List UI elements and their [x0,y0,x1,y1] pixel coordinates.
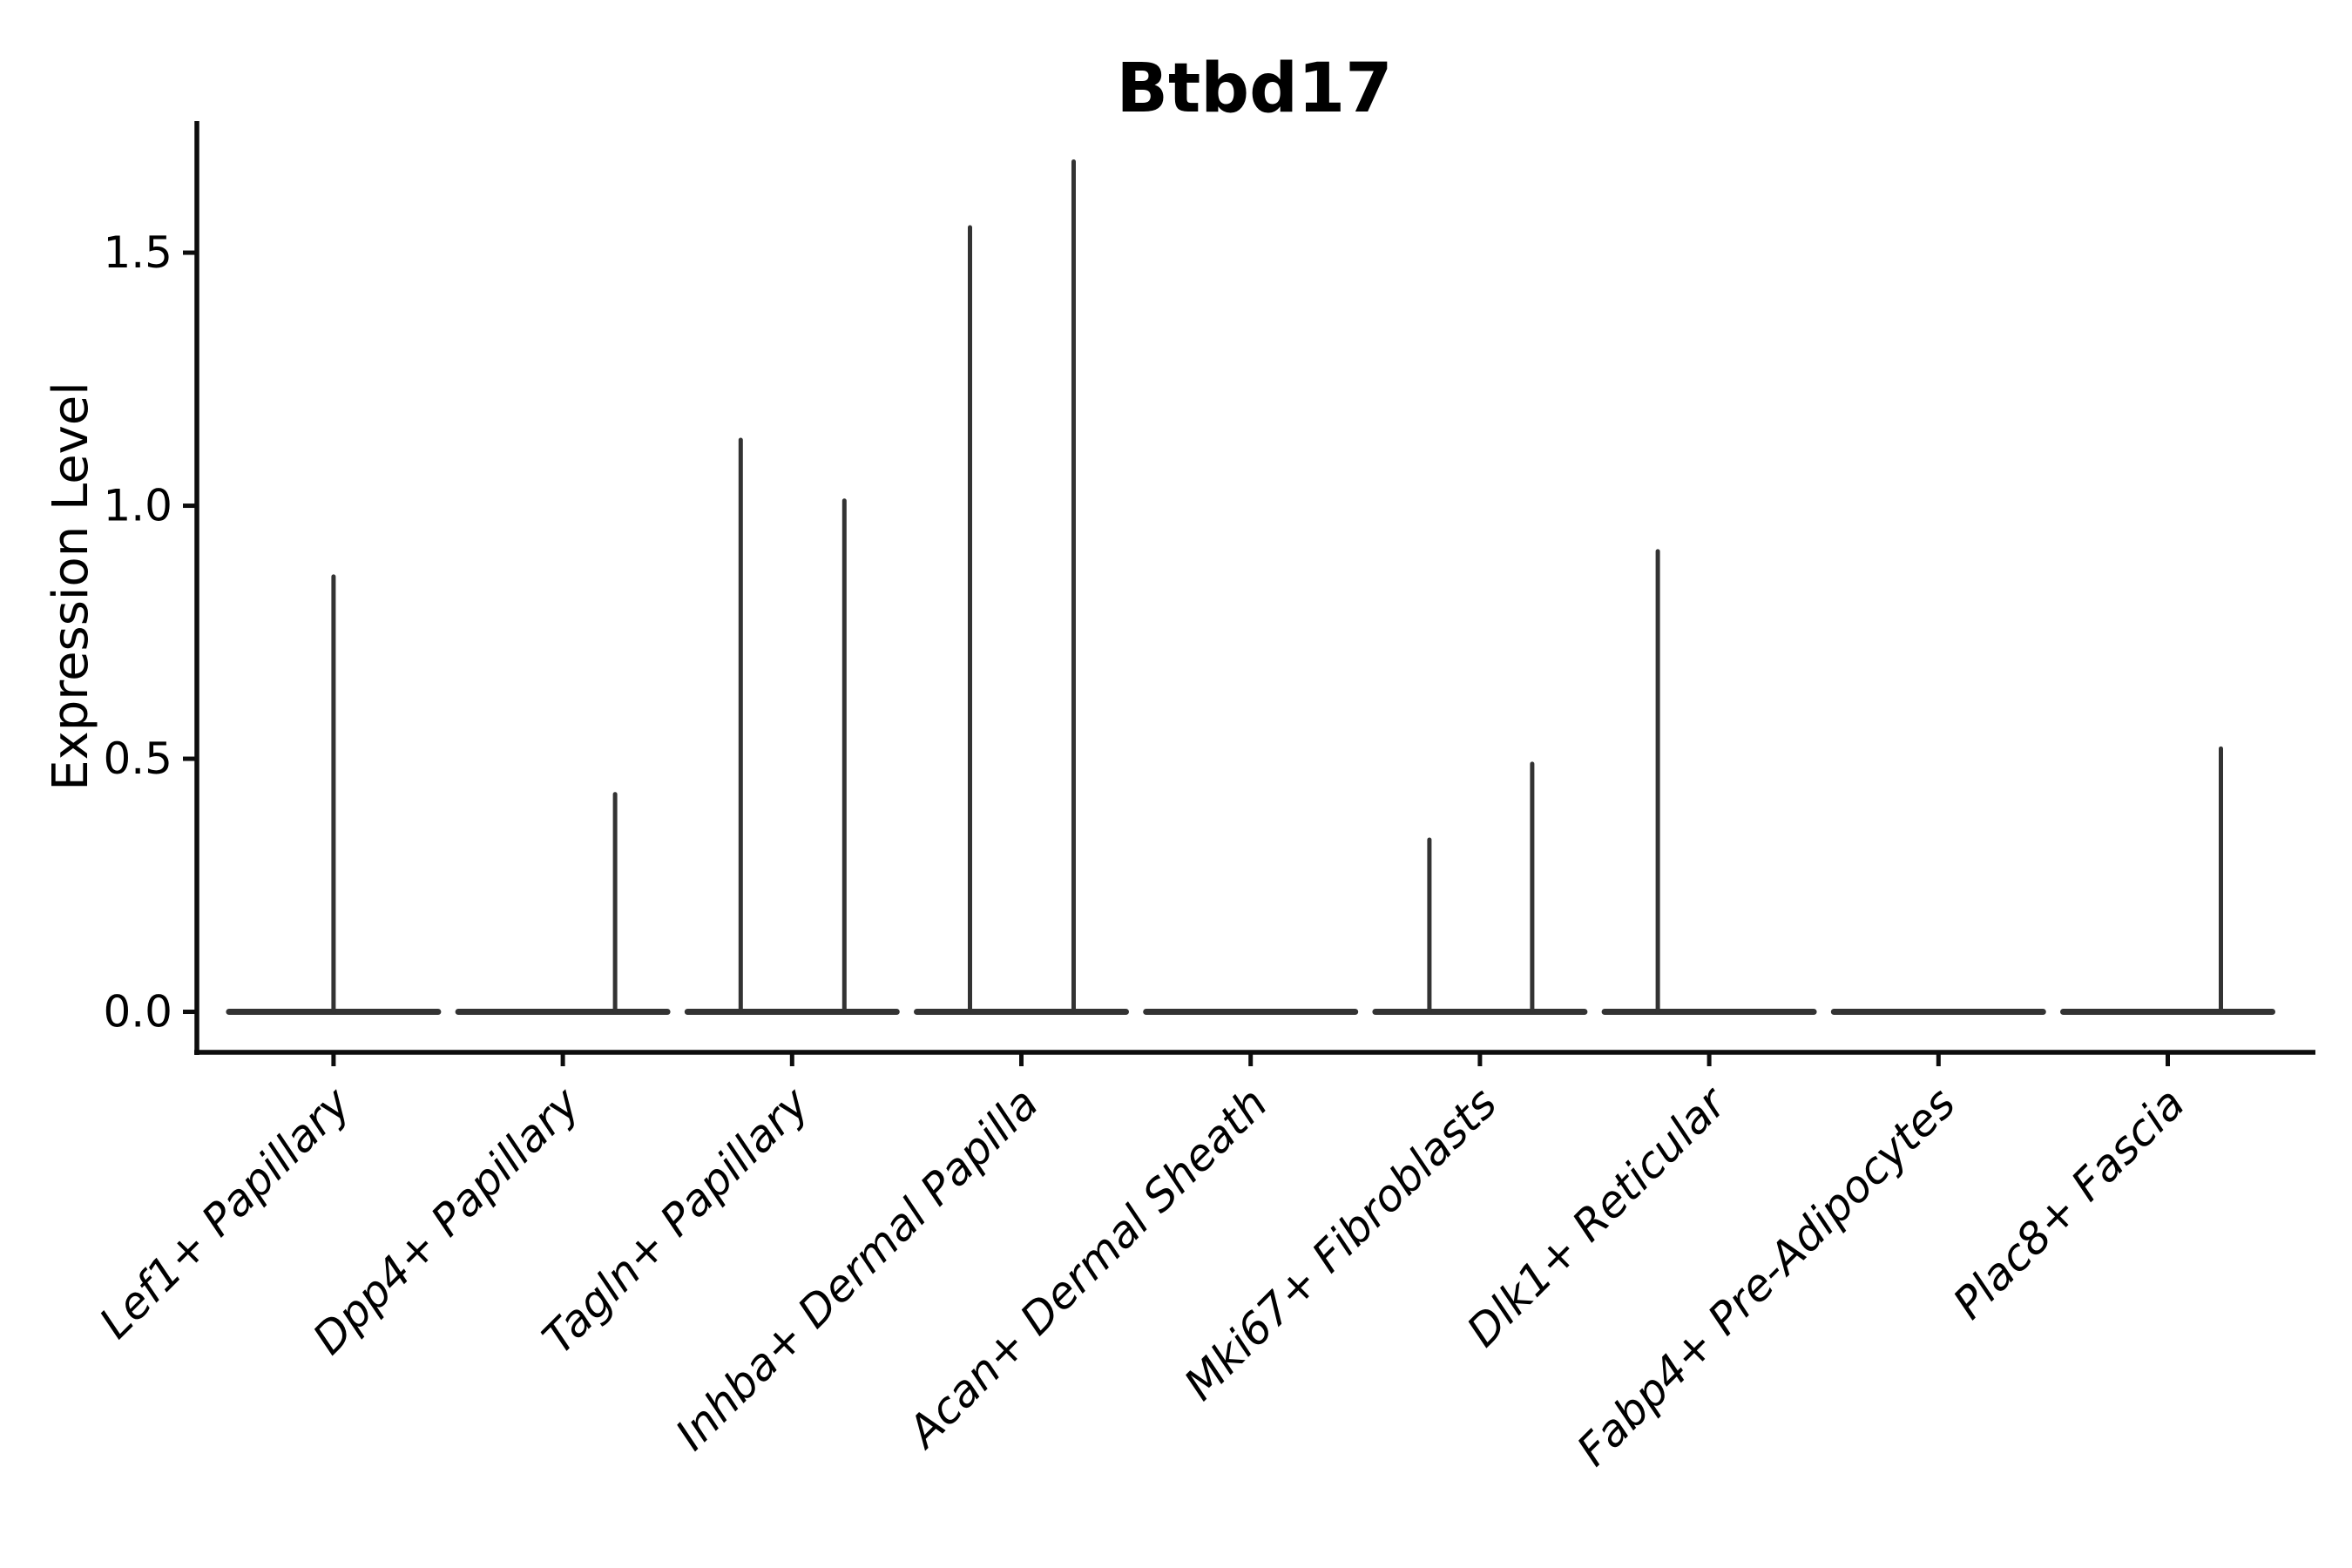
y-axis-label: Expression Level [43,382,99,791]
y-axis-ticks: 0.0 0.5 1.0 1.5 [103,227,197,1037]
y-tick-label: 1.0 [103,481,172,531]
plot-title: Btbd17 [1117,50,1393,128]
y-tick-label: 0.5 [103,733,172,784]
x-tick-label: Plac8+ Fascia [1943,1078,2194,1328]
x-tick-label: Acan+ Dermal Sheath [896,1078,1277,1458]
axes [194,121,2315,1055]
violins [226,159,2275,1016]
y-tick-label: 0.0 [103,987,172,1037]
x-tick-label: Fabp4+ Pre-Adipocytes [1567,1078,1965,1476]
x-tick-label: Lef1+ Papillary [90,1077,361,1348]
y-tick-label: 1.5 [103,227,172,278]
x-tick-label: Inhba+ Dermal Papilla [666,1078,1048,1459]
